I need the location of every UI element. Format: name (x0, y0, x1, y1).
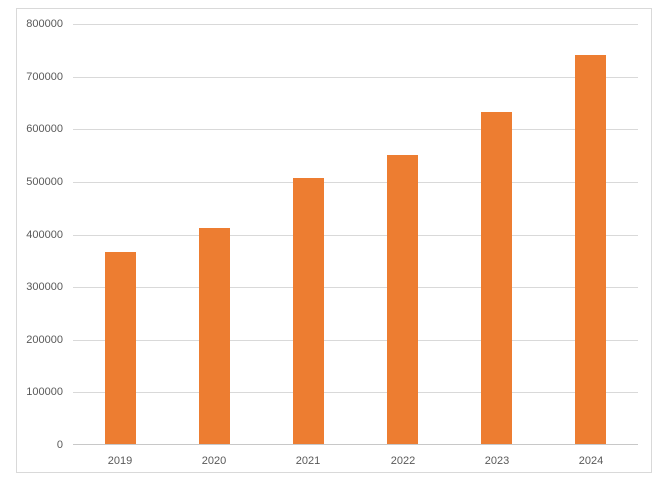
bar-2020 (199, 228, 230, 444)
x-axis-tick-label: 2024 (578, 455, 604, 467)
y-axis-tick-label: 100000 (26, 386, 63, 398)
plot-area (73, 24, 638, 445)
gridline (73, 24, 638, 25)
gridline (73, 340, 638, 341)
x-axis-tick-label: 2020 (201, 455, 227, 467)
y-axis-tick-label: 300000 (26, 281, 63, 293)
gridline (73, 235, 638, 236)
chart-frame: 0 100000 200000 300000 400000 500000 600000 700… (16, 8, 652, 473)
y-axis-tick-label: 500000 (26, 176, 63, 188)
y-axis-tick-label: 400000 (26, 229, 63, 241)
x-axis-tick-label: 2022 (390, 455, 416, 467)
gridline (73, 287, 638, 288)
bar-2023 (481, 112, 512, 444)
bar-2021 (293, 178, 324, 444)
y-axis-tick-label: 800000 (26, 18, 63, 30)
x-axis-line (73, 444, 638, 445)
gridline (73, 392, 638, 393)
y-axis-tick-label: 600000 (26, 123, 63, 135)
x-axis-tick-label: 2019 (107, 455, 133, 467)
bar-2019 (105, 252, 136, 444)
gridline (73, 129, 638, 130)
bar-2024 (575, 55, 606, 444)
gridline (73, 77, 638, 78)
x-axis-tick-label: 2023 (484, 455, 510, 467)
x-axis-tick-label: 2021 (295, 455, 321, 467)
gridline (73, 182, 638, 183)
y-axis-tick-label: 200000 (26, 334, 63, 346)
y-axis-tick-label: 700000 (26, 71, 63, 83)
bar-2022 (387, 155, 418, 444)
y-axis-tick-label: 0 (56, 439, 63, 451)
